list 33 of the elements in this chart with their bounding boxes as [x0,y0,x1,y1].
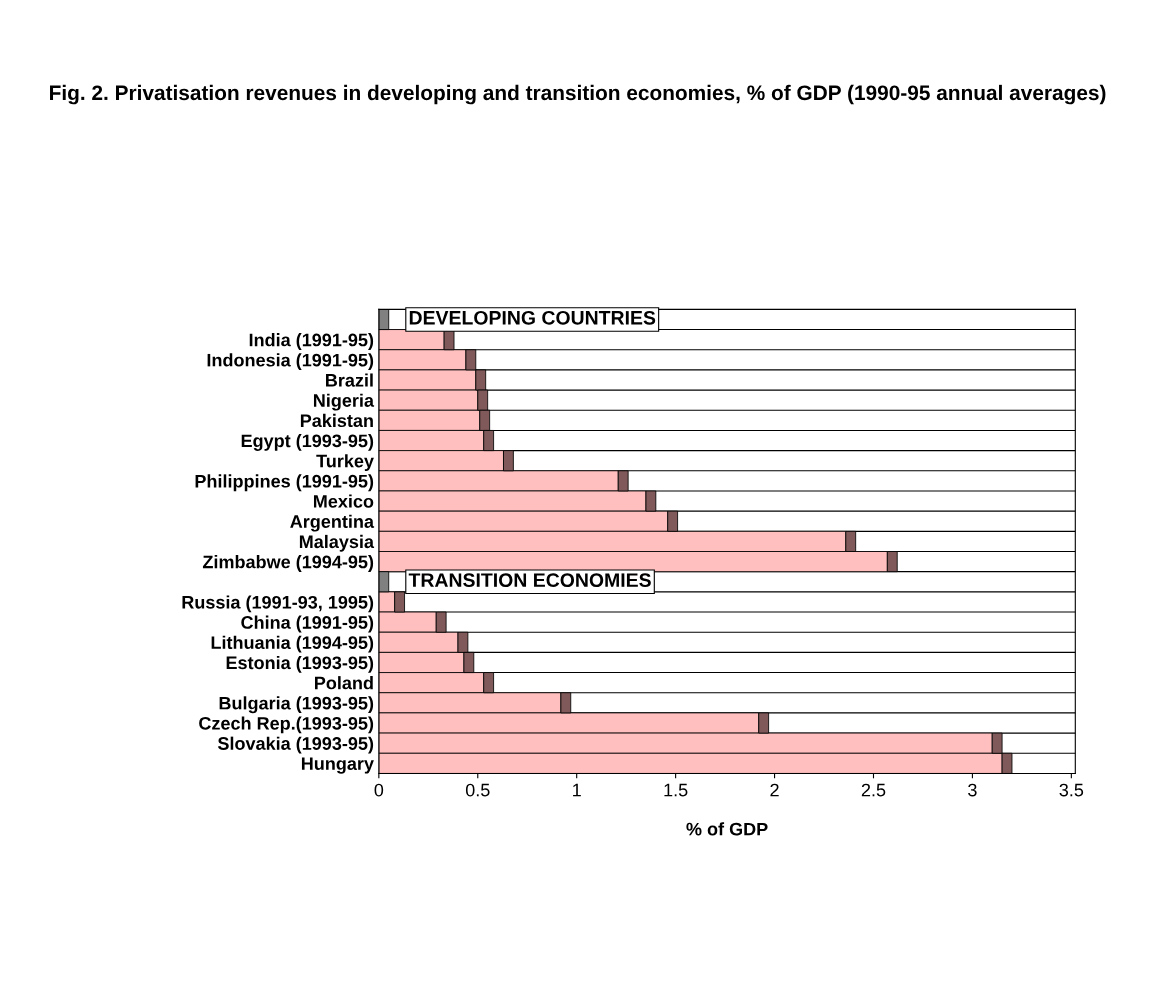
x-tick-label: 1.5 [664,783,688,797]
y-tick-label: India (1991-95) [249,333,374,350]
y-tick-label: Estonia (1993-95) [226,655,374,673]
annotation: TRANSITION ECONOMIES [408,573,651,587]
y-tick-label: Argentina [290,514,375,532]
y-tick-label: Pakistan [300,413,373,428]
x-axis-title: % of GDP [686,822,768,836]
x-tick-label: 2.5 [861,783,886,797]
y-tick-label: Poland [315,676,373,690]
y-tick-label: China (1991-95) [241,615,374,633]
y-tick-label: Slovakia (1993-95) [217,736,374,754]
y-tick-label: Russia (1991-93, 1995) [182,595,374,613]
x-tick-label: 0 [374,783,384,797]
x-tick-label: 1 [573,783,581,797]
y-tick-label: Malaysia [299,534,375,552]
y-tick-label: Bulgaria (1993-95) [219,696,374,714]
x-tick-label: 3 [968,783,977,797]
y-tick-label: Lithuania (1994-95) [211,635,374,653]
y-tick-label: Nigeria [313,393,375,411]
y-tick-label: Egypt (1993-95) [241,433,374,451]
annotation: DEVELOPING COUNTRIES [409,310,656,325]
chart-title: Fig. 2. Privatisation revenues in developing and transition economies, % of GDP (1990-95 annual averages) [50,84,1106,105]
y-tick-label: Philippines (1991-95) [195,474,374,492]
y-tick-label: Brazil [326,373,373,387]
x-tick-label: 3.5 [1059,783,1084,797]
y-tick-label: Zimbabwe (1994-95) [202,555,374,572]
y-tick-label: Turkey [316,454,374,471]
x-tick-label: 0.5 [465,783,490,797]
y-tick-label: Hungary [301,757,374,774]
y-tick-label: Czech Rep.(1993-95) [199,716,374,734]
y-tick-label: Indonesia (1991-95) [207,353,374,371]
y-tick-label: Mexico [313,494,374,508]
x-tick-label: 2 [770,783,779,797]
